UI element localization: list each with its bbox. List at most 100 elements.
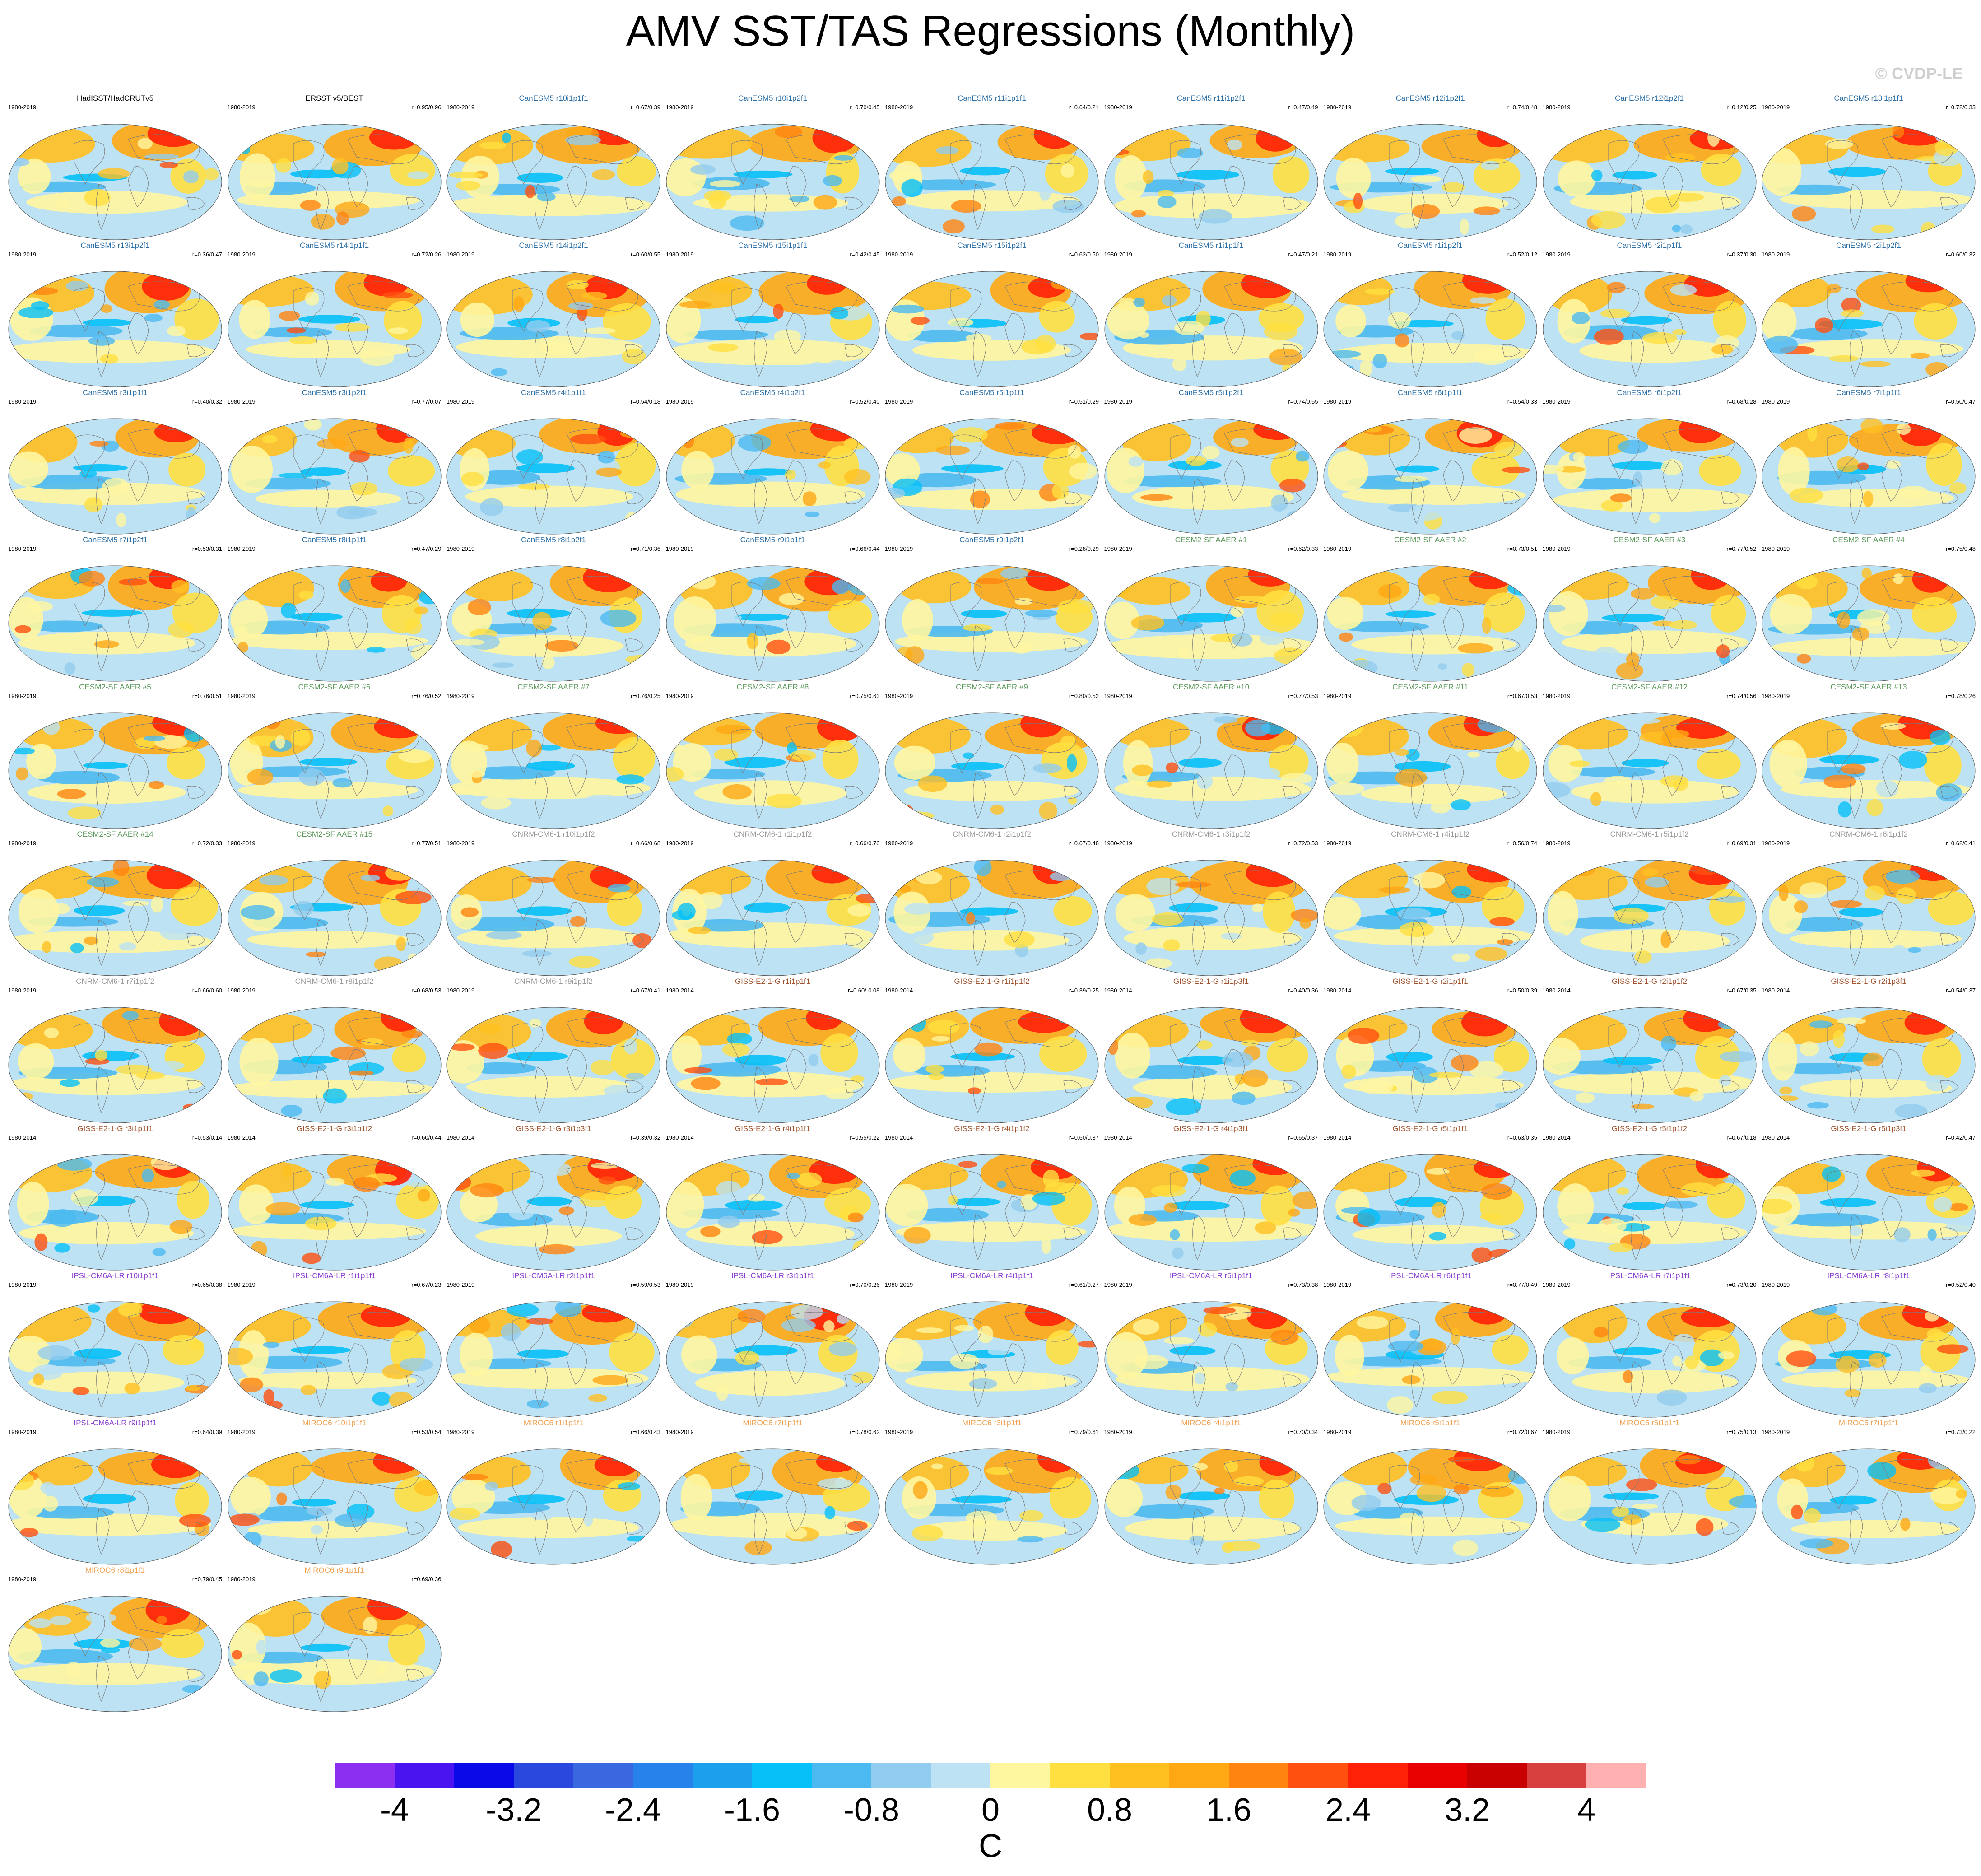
map-panel: CanESM5 r4i1p2f1 1980-2019 r=0.52/0.40: [664, 388, 882, 537]
panel-title: IPSL-CM6A-LR r2i1p1f1: [512, 1271, 595, 1280]
regression-map: [228, 1154, 441, 1271]
panel-title: CESM2-SF AAER #9: [956, 683, 1028, 691]
regression-map: [1762, 1301, 1976, 1418]
panel-correlation: r=0.66/0.60: [192, 987, 222, 994]
regression-map: [1543, 712, 1756, 829]
panel-period: 1980-2019: [227, 251, 256, 258]
panel-correlation: r=0.77/0.49: [1507, 1281, 1537, 1288]
panel-correlation: r=0.73/0.51: [1507, 545, 1537, 552]
panel-title: CanESM5 r1i1p1f1: [1178, 241, 1244, 250]
panel-title: IPSL-CM6A-LR r4i1p1f1: [950, 1271, 1033, 1280]
panel-title: CanESM5 r8i1p2f1: [521, 535, 586, 544]
regression-map: [666, 418, 879, 535]
panel-title: CESM2-SF AAER #3: [1613, 535, 1686, 544]
panel-period: 1980-2019: [1542, 251, 1571, 258]
panel-period: 1980-2019: [8, 693, 37, 699]
panel-title: CanESM5 r15i1p2f1: [957, 241, 1027, 250]
panel-correlation: r=0.39/0.25: [1069, 987, 1099, 994]
regression-map: [1323, 418, 1537, 535]
regression-map: [666, 1301, 879, 1418]
regression-map: [1323, 1301, 1537, 1418]
panel-correlation: r=0.54/0.37: [1945, 987, 1976, 994]
panel-title: CanESM5 r4i1p2f1: [740, 388, 805, 397]
panel-title: GISS-E2-1-G r2i1p1f1: [1392, 977, 1468, 986]
map-panel: CanESM5 r6i1p2f1 1980-2019 r=0.68/0.28: [1541, 388, 1758, 537]
map-panel: GISS-E2-1-G r3i1p1f2 1980-2014 r=0.60/0.44: [226, 1124, 443, 1273]
panel-title: CanESM5 r9i1p1f1: [740, 535, 805, 544]
panel-period: 1980-2019: [1104, 545, 1132, 552]
panel-title: CNRM-CM6-1 r7i1p1f2: [76, 977, 154, 986]
panel-correlation: r=0.56/0.74: [1507, 840, 1537, 847]
panel-period: 1980-2019: [1104, 693, 1132, 699]
panel-correlation: r=0.47/0.29: [411, 545, 442, 552]
panel-period: 1980-2014: [1323, 987, 1352, 994]
chart-title: AMV SST/TAS Regressions (Monthly): [626, 7, 1355, 55]
regression-map: [1323, 124, 1537, 240]
panel-period: 1980-2019: [665, 104, 694, 111]
regression-map: [8, 1448, 222, 1565]
regression-map: [1104, 1154, 1318, 1271]
regression-map: [8, 1007, 222, 1123]
panel-period: 1980-2019: [1104, 104, 1132, 111]
panel-correlation: r=0.72/0.67: [1507, 1429, 1537, 1435]
panel-correlation: r=0.73/0.38: [1288, 1281, 1318, 1288]
colorbar-swatch: [1110, 1763, 1169, 1788]
panel-title: GISS-E2-1-G r4i1p3f1: [1173, 1124, 1249, 1133]
panel-title: CanESM5 r10i1p2f1: [738, 94, 808, 102]
panel-title: IPSL-CM6A-LR r10i1p1f1: [71, 1271, 159, 1280]
colorbar-swatch: [1229, 1763, 1288, 1788]
map-panel: CNRM-CM6-1 r8i1p1f2 1980-2019 r=0.68/0.53: [226, 977, 443, 1126]
map-panel: IPSL-CM6A-LR r8i1p1f1 1980-2019 r=0.52/0.4…: [1760, 1271, 1977, 1420]
colorbar-tick-label: 0: [981, 1792, 1000, 1828]
panel-correlation: r=0.42/0.47: [1945, 1134, 1976, 1141]
panel-period: 1980-2019: [1323, 1281, 1352, 1288]
panel-correlation: r=0.62/0.50: [1069, 251, 1099, 258]
panel-correlation: r=0.47/0.21: [1288, 251, 1318, 258]
panel-period: 1980-2019: [227, 693, 256, 699]
panel-period: 1980-2019: [1762, 104, 1790, 111]
panel-title: GISS-E2-1-G r3i1p3f1: [516, 1124, 591, 1133]
panel-correlation: r=0.73/0.22: [1945, 1429, 1976, 1435]
panel-title: CESM2-SF AAER #15: [296, 830, 373, 838]
panel-period: 1980-2019: [1762, 1429, 1790, 1435]
panel-correlation: r=0.73/0.20: [1726, 1281, 1757, 1288]
panel-correlation: r=0.60/0.44: [411, 1134, 442, 1141]
regression-map: [1762, 1448, 1976, 1565]
panel-period: 1980-2019: [1542, 545, 1571, 552]
panel-period: 1980-2014: [8, 1134, 37, 1141]
map-panel: CNRM-CM6-1 r5i1p1f2 1980-2019 r=0.69/0.31: [1541, 830, 1758, 979]
panel-title: HadISST/HadCRUTv5: [76, 94, 154, 102]
colorbar-swatch: [931, 1763, 990, 1788]
panel-correlation: r=0.55/0.22: [850, 1134, 880, 1141]
regression-map: [1323, 271, 1537, 387]
panel-title: CNRM-CM6-1 r5i1p1f2: [1610, 830, 1689, 838]
panel-correlation: r=0.60/-0.08: [848, 987, 880, 994]
map-panel: CanESM5 r7i1p2f1 1980-2019 r=0.53/0.31: [6, 535, 224, 684]
panel-correlation: r=0.67/0.18: [1726, 1134, 1757, 1141]
panel-title: CNRM-CM6-1 r1i1p1f2: [733, 830, 812, 838]
panel-correlation: r=0.28/0.29: [1069, 545, 1099, 552]
map-panel: MIROC6 r5i1p1f1 1980-2019 r=0.72/0.67: [1321, 1419, 1539, 1568]
panel-period: 1980-2019: [1323, 104, 1352, 111]
panel-period: 1980-2019: [227, 1429, 256, 1435]
panel-title: IPSL-CM6A-LR r1i1p1f1: [293, 1271, 376, 1280]
panel-title: GISS-E2-1-G r5i1p1f1: [1392, 1124, 1468, 1133]
map-panel: MIROC6 r1i1p1f1 1980-2019 r=0.66/0.43: [445, 1419, 662, 1568]
map-panel: CanESM5 r2i1p2f1 1980-2019 r=0.60/0.32: [1760, 241, 1977, 390]
panel-title: CanESM5 r6i1p2f1: [1617, 388, 1682, 397]
colorbar-swatch: [1288, 1763, 1348, 1788]
regression-map: [1104, 124, 1318, 240]
panel-correlation: r=0.75/0.48: [1945, 545, 1976, 552]
map-panel: CanESM5 r11i1p1f1 1980-2019 r=0.64/0.21: [883, 94, 1101, 243]
panel-title: GISS-E2-1-G r3i1p1f1: [77, 1124, 153, 1133]
regression-map: [446, 860, 660, 976]
panel-period: 1980-2019: [885, 1281, 913, 1288]
panel-title: CanESM5 r13i1p1f1: [1834, 94, 1903, 102]
map-panel: GISS-E2-1-G r4i1p3f1 1980-2014 r=0.65/0.37: [1102, 1124, 1320, 1273]
map-panel: MIROC6 r6i1p1f1 1980-2019 r=0.75/0.13: [1541, 1419, 1758, 1568]
panel-period: 1980-2019: [1104, 840, 1132, 847]
panel-correlation: r=0.70/0.45: [850, 104, 880, 111]
regression-map: [1323, 1154, 1537, 1271]
map-panel: CNRM-CM6-1 r3i1p1f2 1980-2019 r=0.72/0.53: [1102, 830, 1320, 979]
regression-map: [1543, 418, 1756, 535]
